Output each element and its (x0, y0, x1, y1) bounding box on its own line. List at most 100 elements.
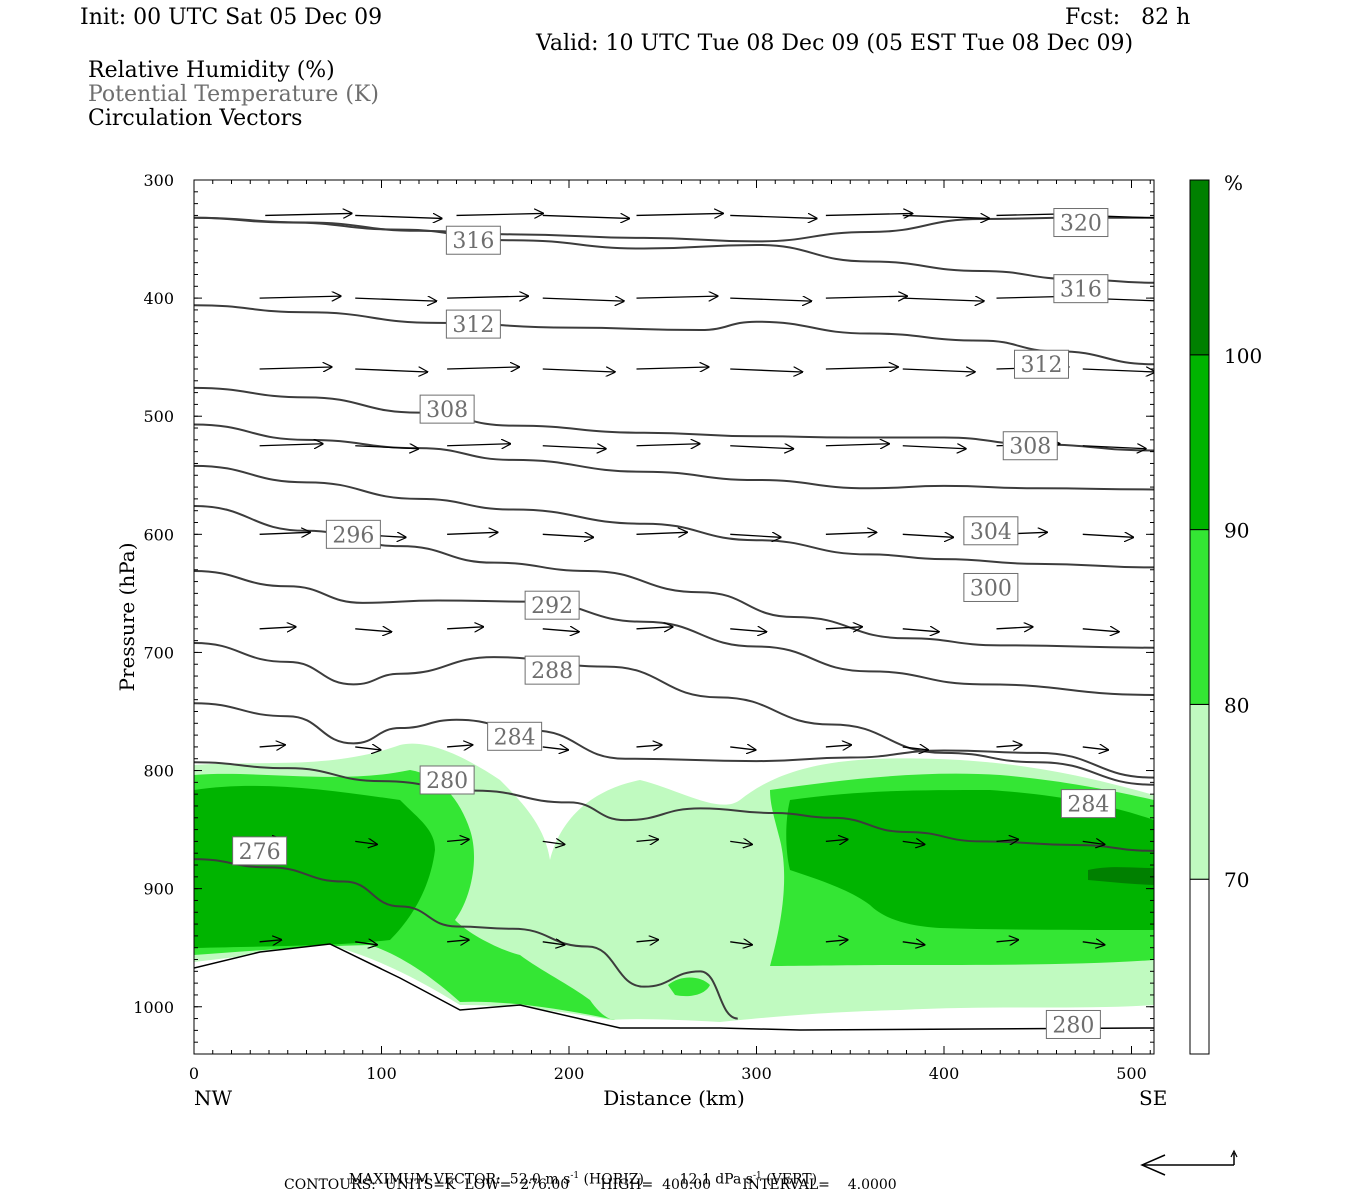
circulation-vector (636, 532, 687, 534)
circulation-vector (1082, 942, 1105, 945)
circulation-vector (730, 215, 816, 218)
circulation-vector (542, 215, 629, 218)
circulation-vector (996, 627, 1033, 629)
circulation-vector (265, 213, 351, 215)
circulation-vector (825, 296, 907, 298)
circulation-vector (1082, 629, 1119, 632)
forecast-hour: Fcst: 82 h (1065, 5, 1191, 30)
circulation-vector (542, 747, 568, 750)
unit-exponent: -1 (570, 1171, 580, 1181)
rh-100-region (1088, 867, 1154, 885)
theta-contour-304 (194, 423, 1154, 491)
circulation-vector (1082, 534, 1133, 537)
contour-label-box (1014, 349, 1069, 379)
colorbar-segment (1189, 179, 1210, 356)
contours-info: CONTOURS: UNITS=K LOW= 276.00 HIGH= 400.… (284, 1177, 897, 1193)
x-left-label: NW (194, 1086, 233, 1110)
circulation-vector (447, 940, 469, 942)
circulation-vector (636, 213, 723, 215)
circulation-vector (825, 940, 848, 942)
contour-label-box (445, 225, 501, 255)
circulation-vector (1082, 747, 1108, 750)
max-vector-info: MAXIMUM VECTOR: 52.0 m s-1 (HORIZ) 12.1 … (340, 1158, 817, 1187)
circulation-vector (447, 839, 469, 841)
circulation-vector (996, 940, 1019, 942)
circulation-vector (259, 367, 332, 369)
circulation-vector (447, 627, 483, 629)
rh-90-region (194, 785, 435, 948)
colorbar-label: 80 (1224, 693, 1249, 717)
circulation-vector (730, 534, 780, 537)
circulation-vector (355, 215, 441, 218)
terrain-mask (194, 944, 1154, 1054)
circulation-vector (902, 298, 984, 301)
circulation-vector (996, 745, 1022, 747)
circulation-vector (1082, 841, 1105, 844)
colorbar-label: 90 (1224, 519, 1249, 543)
circulation-vector (636, 839, 659, 841)
circulation-vector (825, 745, 851, 747)
circulation-vector (902, 369, 975, 372)
contour-label: 312 (1021, 353, 1063, 378)
contour-label: 296 (332, 523, 374, 548)
circulation-vector (542, 298, 624, 301)
contour-label: 288 (531, 659, 573, 684)
contour-label: 284 (494, 725, 536, 750)
circulation-vector (355, 942, 377, 945)
circulation-vector (259, 940, 282, 942)
contour-label-box (524, 590, 580, 620)
circulation-vector (447, 532, 497, 534)
y-tick-label: 900 (143, 880, 174, 899)
contour-label: 276 (239, 840, 281, 865)
colorbar: 70 80 90 100 (1189, 179, 1262, 1055)
circulation-vector (259, 745, 285, 747)
theta-contour-284 (194, 702, 1154, 779)
circulation-vector (825, 532, 876, 534)
contour-label-box (325, 519, 381, 549)
circulation-vector (542, 446, 606, 449)
circulation-vector (259, 532, 310, 534)
circulation-vector (1082, 369, 1154, 372)
circulation-vector (259, 627, 296, 629)
y-tick-label: 600 (143, 525, 174, 544)
circulation-vector (902, 841, 925, 844)
max-vector-vert: (HORIZ) 12.1 dPa s (579, 1171, 753, 1188)
circulation-vector (636, 296, 718, 298)
circulation-vector (636, 745, 662, 747)
unit-exponent: -1 (752, 1171, 762, 1181)
circulation-vector (355, 446, 418, 449)
circulation-vector (730, 747, 755, 750)
contour-label: 300 (970, 576, 1012, 601)
circulation-vector (355, 841, 377, 844)
contour-label-box (1060, 789, 1116, 819)
circulation-vector (259, 296, 341, 298)
circulation-vector (902, 215, 989, 218)
circulation-vector (730, 942, 752, 945)
y-tick-label: 400 (143, 289, 174, 308)
circulation-vector (902, 629, 939, 632)
contour-label-box (419, 765, 475, 795)
x-right-label: SE (1139, 1086, 1167, 1110)
circulation-vector (636, 940, 659, 942)
y-tick-label: 700 (143, 643, 174, 662)
circulation-vector (825, 444, 889, 446)
contour-label-box (963, 516, 1019, 546)
colorbar-segment (1189, 529, 1210, 705)
theta-contour-276 (194, 858, 738, 1020)
reference-vector-icon (1140, 1149, 1238, 1176)
contour-labels: 320 316 316 312 312 308 308 304 300 296 292 288 284 2… (232, 208, 1116, 1039)
contour-label: 284 (1067, 793, 1109, 818)
circulation-vector (542, 534, 593, 537)
circulation-vector (902, 446, 966, 449)
contour-label-box (232, 836, 288, 866)
theta-contour-288 (194, 641, 1154, 786)
contour-label: 312 (452, 313, 494, 338)
circulation-vector (730, 446, 793, 449)
contour-label: 292 (531, 594, 573, 619)
theta-contour-316 (194, 216, 1154, 284)
circulation-vector (447, 444, 510, 446)
circulation-vector (355, 747, 380, 750)
terrain-line (194, 943, 1154, 1031)
circulation-vector (355, 369, 427, 372)
